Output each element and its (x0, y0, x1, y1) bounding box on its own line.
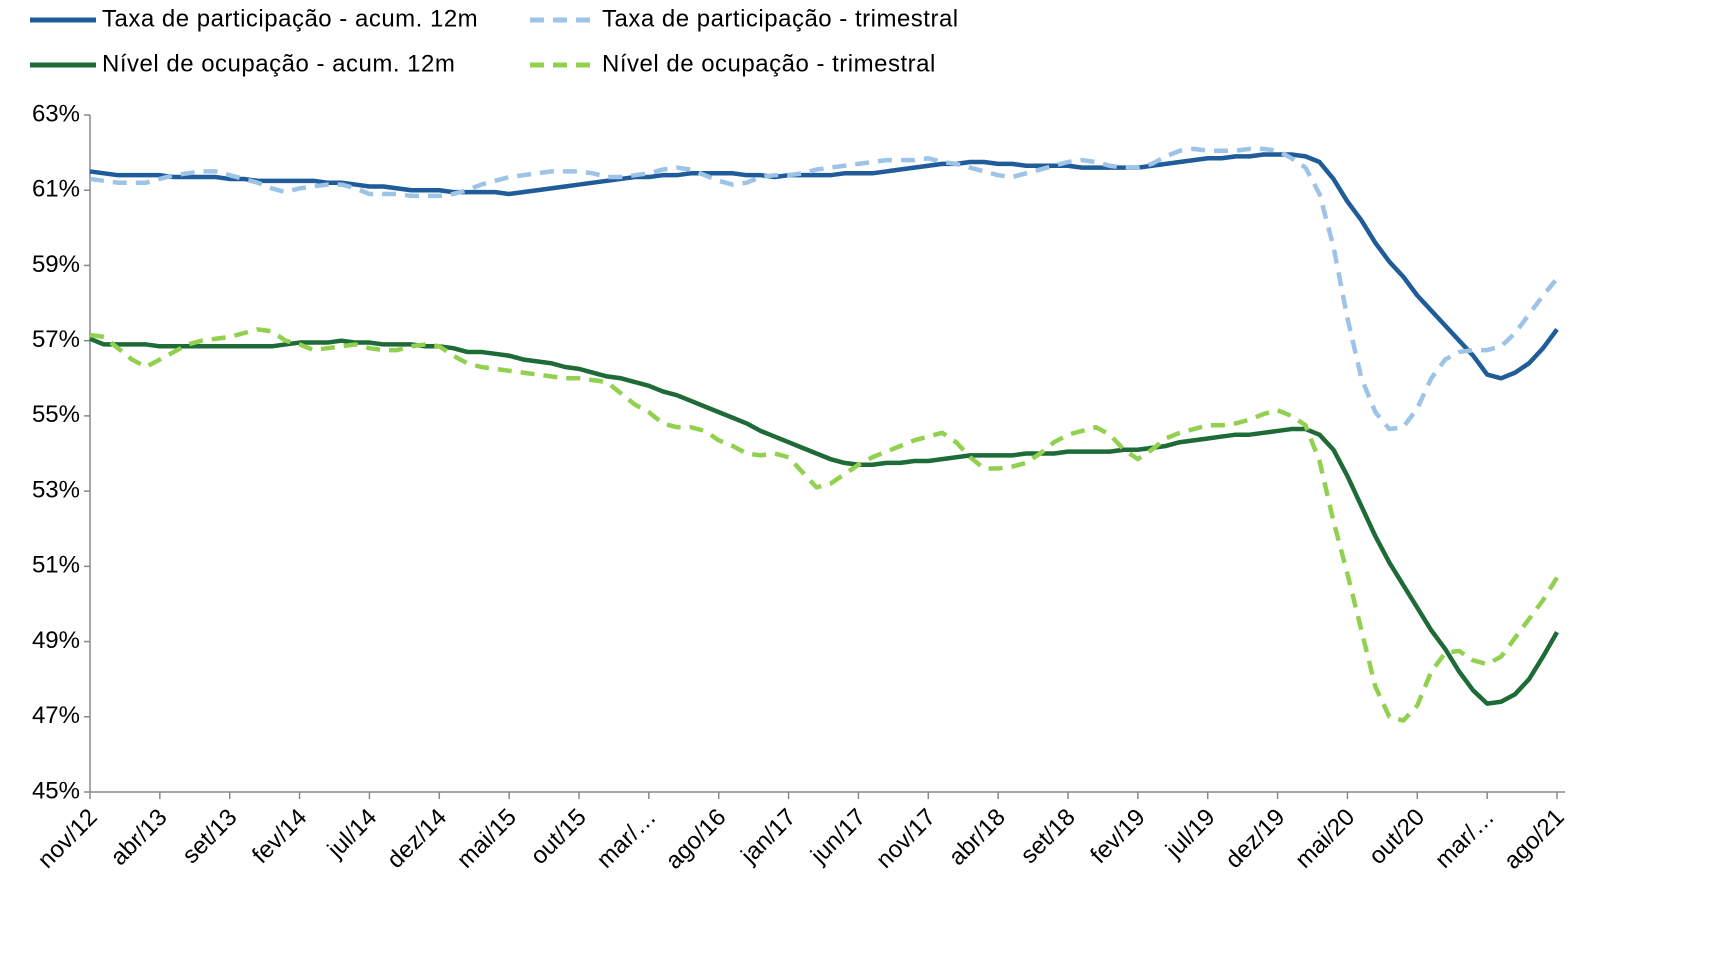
y-tick-label: 55% (32, 401, 80, 428)
y-tick-label: 45% (32, 777, 80, 804)
y-tick-label: 51% (32, 552, 80, 579)
x-tick-label: mar/… (592, 804, 662, 874)
x-tick-label: dez/14 (382, 804, 452, 874)
legend-label: Nível de ocupação - acum. 12m (102, 50, 455, 77)
y-tick-label: 47% (32, 702, 80, 729)
legend-label: Nível de ocupação - trimestral (602, 50, 936, 77)
x-tick-label: out/20 (1364, 804, 1430, 870)
x-tick-label: nov/17 (871, 804, 941, 874)
x-tick-label: mai/20 (1290, 804, 1360, 874)
y-tick-label: 49% (32, 627, 80, 654)
y-tick-label: 59% (32, 251, 80, 278)
x-tick-label: jan/17 (735, 804, 801, 870)
series-line (89, 327, 1559, 723)
x-tick-label: set/13 (177, 804, 242, 869)
x-tick-label: mar/… (1430, 804, 1500, 874)
x-tick-label: nov/12 (33, 804, 103, 874)
y-tick-label: 57% (32, 326, 80, 353)
x-tick-label: abr/13 (105, 804, 172, 871)
x-tick-label: fev/19 (1085, 804, 1150, 869)
legend-label: Taxa de participação - acum. 12m (102, 5, 478, 32)
x-tick-label: mai/15 (452, 804, 522, 874)
y-tick-label: 61% (32, 176, 80, 203)
x-tick-label: ago/21 (1499, 804, 1570, 875)
legend-label: Taxa de participação - trimestral (602, 5, 959, 32)
series-line (89, 336, 1559, 706)
y-tick-label: 63% (32, 100, 80, 127)
x-tick-label: dez/19 (1220, 804, 1290, 874)
series-line (89, 146, 1559, 432)
x-tick-label: jul/14 (322, 804, 382, 864)
x-tick-label: jul/19 (1160, 804, 1220, 864)
x-tick-label: fev/14 (247, 804, 312, 869)
x-tick-label: abr/18 (944, 804, 1011, 871)
x-tick-label: set/18 (1015, 804, 1080, 869)
y-tick-label: 53% (32, 476, 80, 503)
series-line (89, 152, 1559, 381)
x-tick-label: out/15 (525, 804, 591, 870)
x-tick-label: ago/16 (660, 804, 731, 875)
x-tick-label: jun/17 (805, 804, 871, 870)
